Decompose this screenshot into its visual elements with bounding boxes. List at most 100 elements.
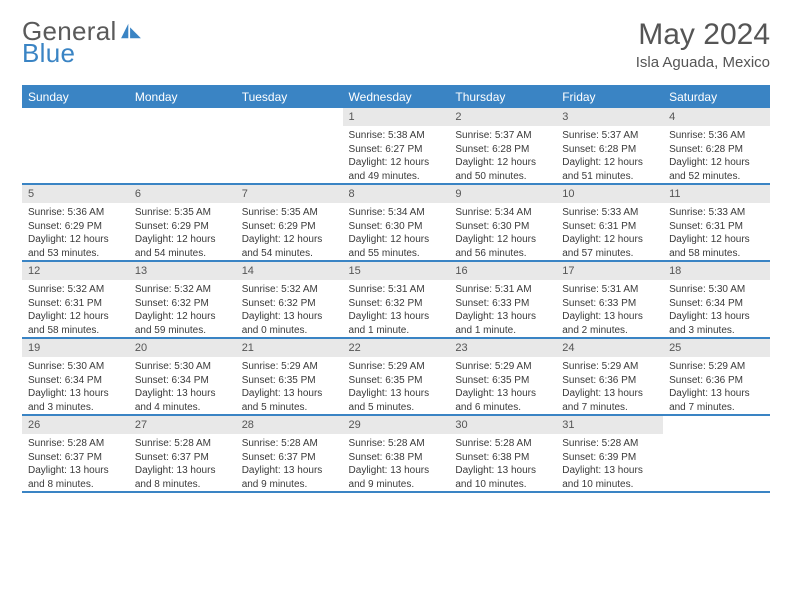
- daylight-line: Daylight: 13 hours and 10 minutes.: [562, 464, 657, 491]
- day-cell: 11Sunrise: 5:33 AMSunset: 6:31 PMDayligh…: [663, 184, 770, 261]
- day-cell: 26Sunrise: 5:28 AMSunset: 6:37 PMDayligh…: [22, 415, 129, 492]
- day-details: Sunrise: 5:29 AMSunset: 6:35 PMDaylight:…: [343, 357, 450, 414]
- sunset-line: Sunset: 6:36 PM: [669, 374, 764, 388]
- day-cell: [663, 415, 770, 492]
- sunrise-line: Sunrise: 5:28 AM: [562, 437, 657, 451]
- sunset-line: Sunset: 6:33 PM: [455, 297, 550, 311]
- week-row: 5Sunrise: 5:36 AMSunset: 6:29 PMDaylight…: [22, 184, 770, 261]
- sunset-line: Sunset: 6:37 PM: [28, 451, 123, 465]
- day-number: 17: [556, 262, 663, 280]
- title-block: May 2024 Isla Aguada, Mexico: [636, 18, 770, 71]
- sunset-line: Sunset: 6:28 PM: [669, 143, 764, 157]
- daylight-line: Daylight: 12 hours and 49 minutes.: [349, 156, 444, 183]
- day-number: 12: [22, 262, 129, 280]
- day-cell: 7Sunrise: 5:35 AMSunset: 6:29 PMDaylight…: [236, 184, 343, 261]
- day-cell: 28Sunrise: 5:28 AMSunset: 6:37 PMDayligh…: [236, 415, 343, 492]
- sunrise-line: Sunrise: 5:30 AM: [28, 360, 123, 374]
- day-header-friday: Friday: [556, 86, 663, 109]
- sunrise-line: Sunrise: 5:29 AM: [455, 360, 550, 374]
- sunset-line: Sunset: 6:31 PM: [669, 220, 764, 234]
- sunrise-line: Sunrise: 5:32 AM: [28, 283, 123, 297]
- sunset-line: Sunset: 6:37 PM: [135, 451, 230, 465]
- sunrise-line: Sunrise: 5:30 AM: [135, 360, 230, 374]
- day-details: Sunrise: 5:35 AMSunset: 6:29 PMDaylight:…: [236, 203, 343, 260]
- sunset-line: Sunset: 6:32 PM: [242, 297, 337, 311]
- day-number: 11: [663, 185, 770, 203]
- day-cell: [22, 108, 129, 184]
- day-cell: 20Sunrise: 5:30 AMSunset: 6:34 PMDayligh…: [129, 338, 236, 415]
- sunset-line: Sunset: 6:33 PM: [562, 297, 657, 311]
- daylight-line: Daylight: 13 hours and 2 minutes.: [562, 310, 657, 337]
- sunrise-line: Sunrise: 5:28 AM: [135, 437, 230, 451]
- day-details: Sunrise: 5:29 AMSunset: 6:35 PMDaylight:…: [449, 357, 556, 414]
- day-cell: 13Sunrise: 5:32 AMSunset: 6:32 PMDayligh…: [129, 261, 236, 338]
- sunrise-line: Sunrise: 5:37 AM: [562, 129, 657, 143]
- sunset-line: Sunset: 6:29 PM: [135, 220, 230, 234]
- day-details: Sunrise: 5:34 AMSunset: 6:30 PMDaylight:…: [343, 203, 450, 260]
- day-details: Sunrise: 5:28 AMSunset: 6:38 PMDaylight:…: [343, 434, 450, 491]
- day-details: Sunrise: 5:33 AMSunset: 6:31 PMDaylight:…: [663, 203, 770, 260]
- sunrise-line: Sunrise: 5:29 AM: [562, 360, 657, 374]
- sunset-line: Sunset: 6:28 PM: [562, 143, 657, 157]
- sunset-line: Sunset: 6:36 PM: [562, 374, 657, 388]
- daylight-line: Daylight: 13 hours and 8 minutes.: [28, 464, 123, 491]
- sunrise-line: Sunrise: 5:32 AM: [135, 283, 230, 297]
- sunrise-line: Sunrise: 5:28 AM: [455, 437, 550, 451]
- sunrise-line: Sunrise: 5:29 AM: [242, 360, 337, 374]
- day-header-wednesday: Wednesday: [343, 86, 450, 109]
- day-details: Sunrise: 5:37 AMSunset: 6:28 PMDaylight:…: [556, 126, 663, 183]
- day-cell: 21Sunrise: 5:29 AMSunset: 6:35 PMDayligh…: [236, 338, 343, 415]
- page-header: GeneralBlue May 2024 Isla Aguada, Mexico: [22, 18, 770, 71]
- sunset-line: Sunset: 6:27 PM: [349, 143, 444, 157]
- sunset-line: Sunset: 6:35 PM: [349, 374, 444, 388]
- day-number: [129, 108, 236, 126]
- week-row: 19Sunrise: 5:30 AMSunset: 6:34 PMDayligh…: [22, 338, 770, 415]
- day-cell: 1Sunrise: 5:38 AMSunset: 6:27 PMDaylight…: [343, 108, 450, 184]
- daylight-line: Daylight: 13 hours and 8 minutes.: [135, 464, 230, 491]
- day-details: Sunrise: 5:28 AMSunset: 6:39 PMDaylight:…: [556, 434, 663, 491]
- sunset-line: Sunset: 6:34 PM: [28, 374, 123, 388]
- daylight-line: Daylight: 13 hours and 6 minutes.: [455, 387, 550, 414]
- day-details: Sunrise: 5:33 AMSunset: 6:31 PMDaylight:…: [556, 203, 663, 260]
- day-cell: 14Sunrise: 5:32 AMSunset: 6:32 PMDayligh…: [236, 261, 343, 338]
- sunrise-line: Sunrise: 5:33 AM: [669, 206, 764, 220]
- day-cell: 31Sunrise: 5:28 AMSunset: 6:39 PMDayligh…: [556, 415, 663, 492]
- sunset-line: Sunset: 6:30 PM: [349, 220, 444, 234]
- sunrise-line: Sunrise: 5:28 AM: [242, 437, 337, 451]
- daylight-line: Daylight: 13 hours and 3 minutes.: [28, 387, 123, 414]
- daylight-line: Daylight: 13 hours and 9 minutes.: [349, 464, 444, 491]
- daylight-line: Daylight: 12 hours and 52 minutes.: [669, 156, 764, 183]
- sunset-line: Sunset: 6:35 PM: [455, 374, 550, 388]
- day-details: [663, 434, 770, 491]
- day-cell: 17Sunrise: 5:31 AMSunset: 6:33 PMDayligh…: [556, 261, 663, 338]
- day-number: 8: [343, 185, 450, 203]
- day-cell: 15Sunrise: 5:31 AMSunset: 6:32 PMDayligh…: [343, 261, 450, 338]
- sunrise-line: Sunrise: 5:29 AM: [669, 360, 764, 374]
- day-details: Sunrise: 5:28 AMSunset: 6:37 PMDaylight:…: [129, 434, 236, 491]
- sunrise-line: Sunrise: 5:37 AM: [455, 129, 550, 143]
- day-cell: 16Sunrise: 5:31 AMSunset: 6:33 PMDayligh…: [449, 261, 556, 338]
- daylight-line: Daylight: 13 hours and 3 minutes.: [669, 310, 764, 337]
- brand-part2: Blue: [22, 40, 143, 66]
- sunrise-line: Sunrise: 5:33 AM: [562, 206, 657, 220]
- sunrise-line: Sunrise: 5:36 AM: [28, 206, 123, 220]
- day-details: Sunrise: 5:37 AMSunset: 6:28 PMDaylight:…: [449, 126, 556, 183]
- day-cell: 18Sunrise: 5:30 AMSunset: 6:34 PMDayligh…: [663, 261, 770, 338]
- day-cell: 10Sunrise: 5:33 AMSunset: 6:31 PMDayligh…: [556, 184, 663, 261]
- sunrise-line: Sunrise: 5:34 AM: [349, 206, 444, 220]
- daylight-line: Daylight: 13 hours and 10 minutes.: [455, 464, 550, 491]
- day-header-sunday: Sunday: [22, 86, 129, 109]
- day-details: Sunrise: 5:38 AMSunset: 6:27 PMDaylight:…: [343, 126, 450, 183]
- day-number: 16: [449, 262, 556, 280]
- day-number: 26: [22, 416, 129, 434]
- daylight-line: Daylight: 12 hours and 51 minutes.: [562, 156, 657, 183]
- sunrise-line: Sunrise: 5:35 AM: [135, 206, 230, 220]
- day-details: Sunrise: 5:32 AMSunset: 6:32 PMDaylight:…: [236, 280, 343, 337]
- sunset-line: Sunset: 6:29 PM: [28, 220, 123, 234]
- day-number: 4: [663, 108, 770, 126]
- sunset-line: Sunset: 6:35 PM: [242, 374, 337, 388]
- sunrise-line: Sunrise: 5:35 AM: [242, 206, 337, 220]
- sunrise-line: Sunrise: 5:29 AM: [349, 360, 444, 374]
- daylight-line: Daylight: 12 hours and 54 minutes.: [242, 233, 337, 260]
- day-number: 5: [22, 185, 129, 203]
